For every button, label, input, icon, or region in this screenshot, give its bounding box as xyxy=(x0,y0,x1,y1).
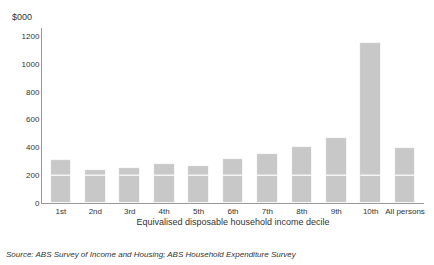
svg-text:8th: 8th xyxy=(296,207,307,216)
svg-text:600: 600 xyxy=(26,115,40,124)
svg-text:3rd: 3rd xyxy=(124,207,136,216)
svg-text:1200: 1200 xyxy=(22,32,40,41)
svg-text:400: 400 xyxy=(26,143,40,152)
svg-text:1000: 1000 xyxy=(22,60,40,69)
svg-text:9th: 9th xyxy=(331,207,342,216)
svg-text:0: 0 xyxy=(35,199,40,208)
svg-text:2nd: 2nd xyxy=(89,207,102,216)
svg-text:200: 200 xyxy=(26,171,40,180)
svg-text:Source: ABS Survey of Income a: Source: ABS Survey of Income and Housing… xyxy=(6,250,297,259)
svg-text:7th: 7th xyxy=(262,207,273,216)
svg-text:Equivalised disposable househo: Equivalised disposable household income … xyxy=(136,217,329,227)
svg-text:4th: 4th xyxy=(159,207,170,216)
svg-text:All persons: All persons xyxy=(385,207,425,216)
svg-text:10th: 10th xyxy=(363,207,379,216)
svg-text:6th: 6th xyxy=(227,207,238,216)
svg-text:5th: 5th xyxy=(193,207,204,216)
svg-text:800: 800 xyxy=(26,88,40,97)
svg-text:$000: $000 xyxy=(12,12,32,22)
svg-text:1st: 1st xyxy=(56,207,67,216)
